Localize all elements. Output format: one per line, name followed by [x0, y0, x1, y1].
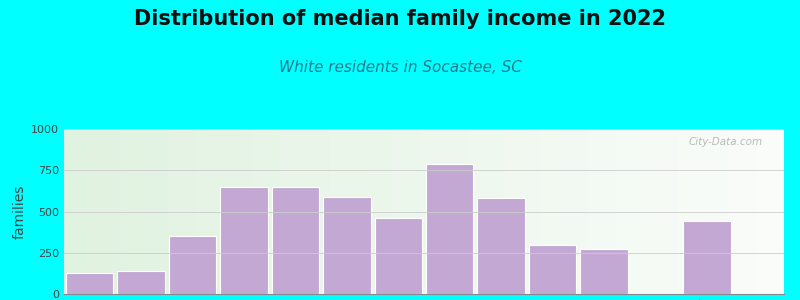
Bar: [426, 164, 474, 294]
Text: Distribution of median family income in 2022: Distribution of median family income in …: [134, 9, 666, 29]
Y-axis label: families: families: [13, 184, 27, 239]
Bar: [272, 187, 319, 294]
Bar: [374, 218, 422, 294]
Bar: [529, 244, 576, 294]
Text: City-Data.com: City-Data.com: [688, 137, 762, 147]
Bar: [580, 249, 628, 294]
Text: White residents in Socastee, SC: White residents in Socastee, SC: [278, 60, 522, 75]
Bar: [478, 198, 525, 294]
Bar: [323, 197, 370, 294]
Bar: [66, 272, 114, 294]
Bar: [220, 187, 268, 294]
Bar: [118, 271, 165, 294]
Bar: [169, 236, 216, 294]
Bar: [683, 221, 730, 294]
